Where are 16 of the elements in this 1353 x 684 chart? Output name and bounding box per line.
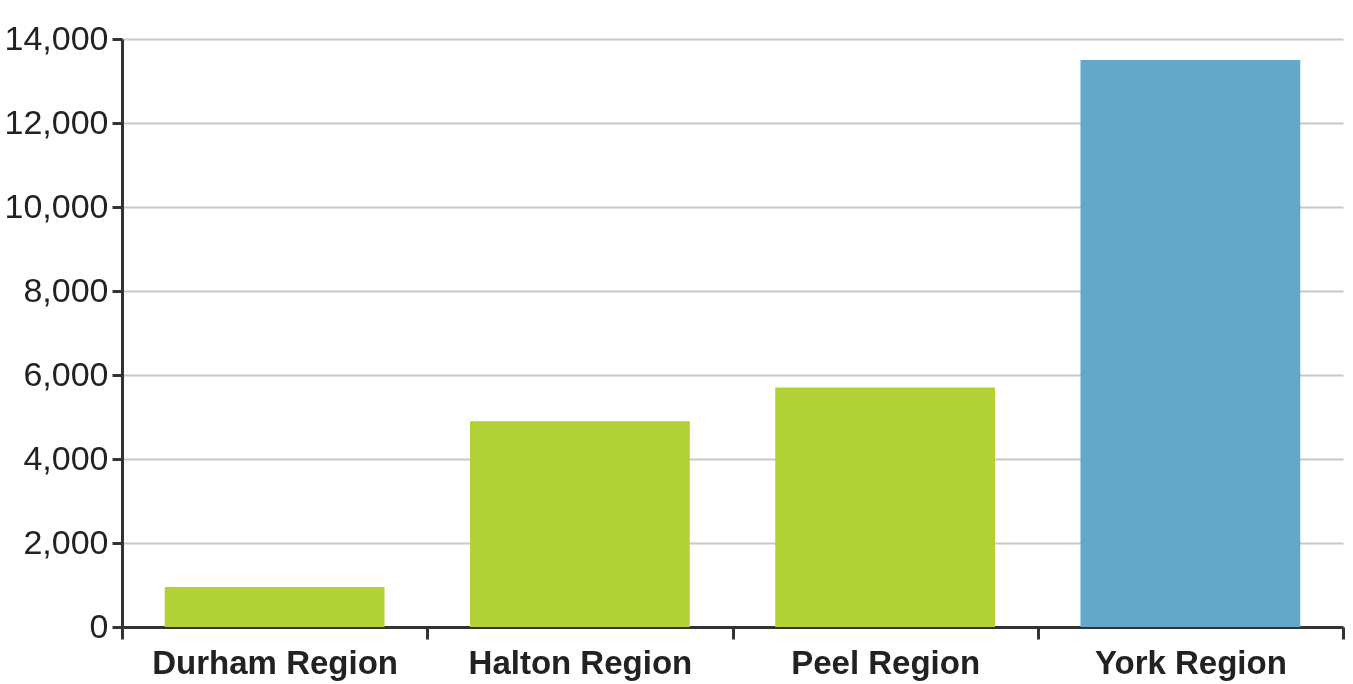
y-tick-label: 12,000 [4,102,109,141]
bar [775,387,996,627]
bar [469,421,690,627]
y-tick-label: 14,000 [4,18,109,57]
x-tick-label: Peel Region [791,643,981,681]
x-tick-label: Halton Region [468,643,693,681]
x-tick-label: Durham Region [152,643,398,681]
bar [1080,60,1301,627]
y-tick-label: 8,000 [23,270,109,309]
y-tick-label: 4,000 [23,438,109,477]
y-tick-label: 2,000 [23,522,109,561]
bar [164,587,385,627]
y-tick-label: 10,000 [4,186,109,225]
y-tick-label: 0 [89,606,109,645]
y-tick-label: 6,000 [23,354,109,393]
x-tick-label: York Region [1094,643,1287,681]
